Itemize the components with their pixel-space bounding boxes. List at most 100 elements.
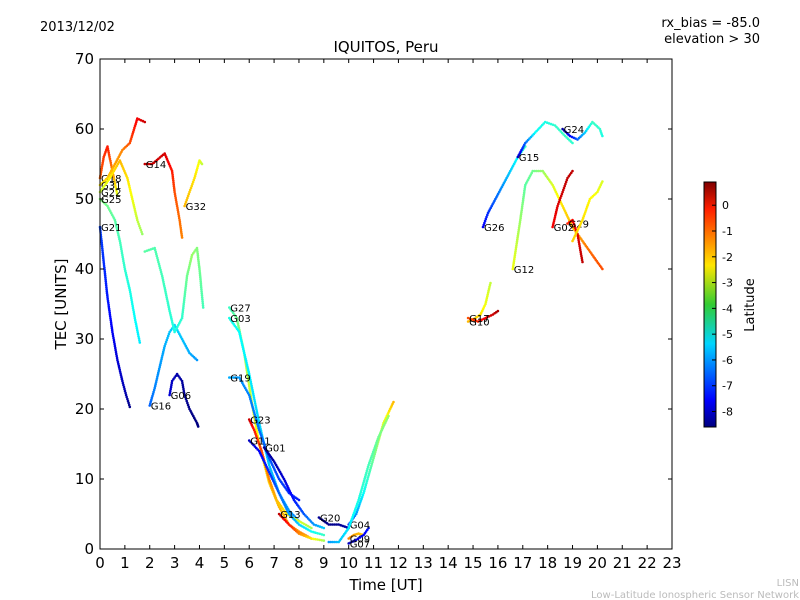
data-point xyxy=(102,258,105,262)
data-point xyxy=(196,256,200,259)
data-point xyxy=(119,241,122,245)
data-point xyxy=(172,186,176,190)
series-label: G10 xyxy=(469,318,489,329)
data-point xyxy=(128,186,131,189)
data-point xyxy=(514,250,517,253)
data-point xyxy=(337,523,341,526)
data-point xyxy=(255,428,258,432)
data-point xyxy=(111,332,115,336)
data-point xyxy=(370,464,373,468)
data-point xyxy=(135,324,138,328)
data-point xyxy=(571,218,574,222)
data-point xyxy=(131,306,135,310)
data-point xyxy=(358,503,361,506)
data-point xyxy=(114,350,118,354)
data-point xyxy=(341,524,345,528)
data-point xyxy=(165,338,169,342)
data-point xyxy=(481,225,485,229)
data-point xyxy=(170,381,174,385)
data-point xyxy=(132,308,135,312)
series-label: G25 xyxy=(101,195,121,206)
data-point xyxy=(195,358,199,362)
data-point xyxy=(198,265,201,269)
data-point xyxy=(110,328,114,332)
data-point xyxy=(109,159,112,163)
data-point xyxy=(240,340,243,343)
data-point xyxy=(177,212,180,216)
data-point xyxy=(180,232,183,235)
colorbar-label: Latitude xyxy=(743,278,758,332)
data-point xyxy=(200,294,204,297)
elevation-label: elevation > 30 xyxy=(664,32,760,47)
series-g12: G12 xyxy=(511,169,604,276)
colorbar-tick-label: -4 xyxy=(722,302,733,315)
data-point xyxy=(147,248,150,252)
data-point xyxy=(201,306,205,309)
data-point xyxy=(150,398,153,402)
data-point xyxy=(368,468,372,472)
data-point xyxy=(100,239,103,242)
rx-bias-label: rx_bias = -85.0 xyxy=(661,16,760,31)
series-g02: G02 xyxy=(551,169,574,234)
data-point xyxy=(125,395,128,399)
y-tick-label: 20 xyxy=(75,400,94,418)
data-point xyxy=(576,234,580,238)
data-point xyxy=(170,319,174,322)
data-point xyxy=(124,393,128,397)
x-tick-label: 20 xyxy=(588,554,607,572)
data-point xyxy=(183,290,187,294)
x-axis-label: Time [UT] xyxy=(348,576,422,594)
data-point xyxy=(178,220,182,224)
data-point xyxy=(579,250,582,254)
series-g24: G24 xyxy=(561,120,604,141)
data-point xyxy=(183,204,186,208)
data-point xyxy=(131,304,134,308)
data-point xyxy=(248,388,252,392)
data-point xyxy=(108,311,111,314)
data-point xyxy=(559,196,562,200)
data-point xyxy=(518,220,522,224)
data-point xyxy=(110,326,114,330)
data-point xyxy=(100,243,104,246)
x-tick-label: 7 xyxy=(269,554,279,572)
data-point xyxy=(181,385,185,389)
data-point xyxy=(367,472,371,475)
data-point xyxy=(137,222,140,226)
x-tick-label: 21 xyxy=(613,554,632,572)
data-point xyxy=(185,399,188,403)
data-point xyxy=(601,134,604,138)
data-point xyxy=(515,240,519,243)
x-tick-label: 18 xyxy=(538,554,557,572)
data-point xyxy=(121,381,125,385)
data-point xyxy=(118,368,121,371)
data-point xyxy=(578,242,581,246)
data-point xyxy=(121,257,125,261)
data-point xyxy=(250,403,254,407)
data-point xyxy=(183,294,186,298)
series-label: G32 xyxy=(186,202,206,213)
data-point xyxy=(106,145,109,148)
data-point xyxy=(200,292,204,295)
data-point xyxy=(122,385,126,389)
data-point xyxy=(196,252,199,255)
data-point xyxy=(573,224,576,228)
data-point xyxy=(164,342,167,346)
data-point xyxy=(310,537,313,540)
x-tick-label: 0 xyxy=(95,554,105,572)
data-point xyxy=(140,230,143,234)
data-point xyxy=(109,321,113,324)
data-point xyxy=(135,326,139,330)
data-point xyxy=(156,256,159,260)
data-point xyxy=(513,254,517,257)
y-tick-label: 40 xyxy=(75,260,94,278)
x-tick-label: 23 xyxy=(662,554,681,572)
data-point xyxy=(484,217,488,221)
data-point xyxy=(180,316,184,320)
data-point xyxy=(249,382,253,386)
data-point xyxy=(158,266,162,270)
data-point xyxy=(157,260,160,264)
data-point xyxy=(335,523,339,526)
data-point xyxy=(186,403,190,407)
data-point xyxy=(580,258,584,262)
series-g14: G14 xyxy=(143,152,184,239)
